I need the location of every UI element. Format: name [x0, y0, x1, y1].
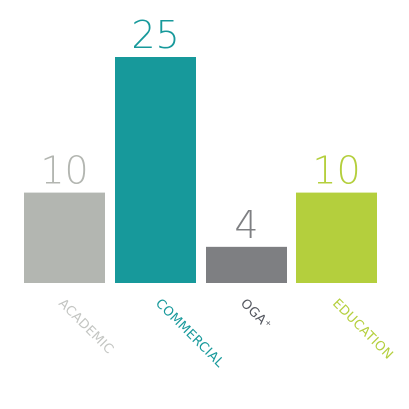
category-label: OGA⁺: [237, 296, 274, 333]
category-label: COMMERCIAL: [152, 296, 227, 371]
bar-commercial: [115, 57, 196, 283]
value-label: 10: [40, 149, 88, 193]
bar-education: [296, 192, 377, 283]
category-label: ACADEMIC: [55, 296, 116, 357]
value-label: 10: [312, 149, 360, 193]
bar-oga: [206, 246, 287, 283]
bars: [24, 57, 377, 283]
value-label: 25: [131, 13, 179, 57]
bar-academic: [24, 192, 105, 283]
value-labels: 10 25 4 10: [40, 13, 360, 247]
category-label: EDUCATION: [329, 296, 396, 363]
value-label: 4: [234, 203, 258, 247]
category-labels: ACADEMIC COMMERCIAL OGA⁺ EDUCATION: [55, 296, 396, 371]
